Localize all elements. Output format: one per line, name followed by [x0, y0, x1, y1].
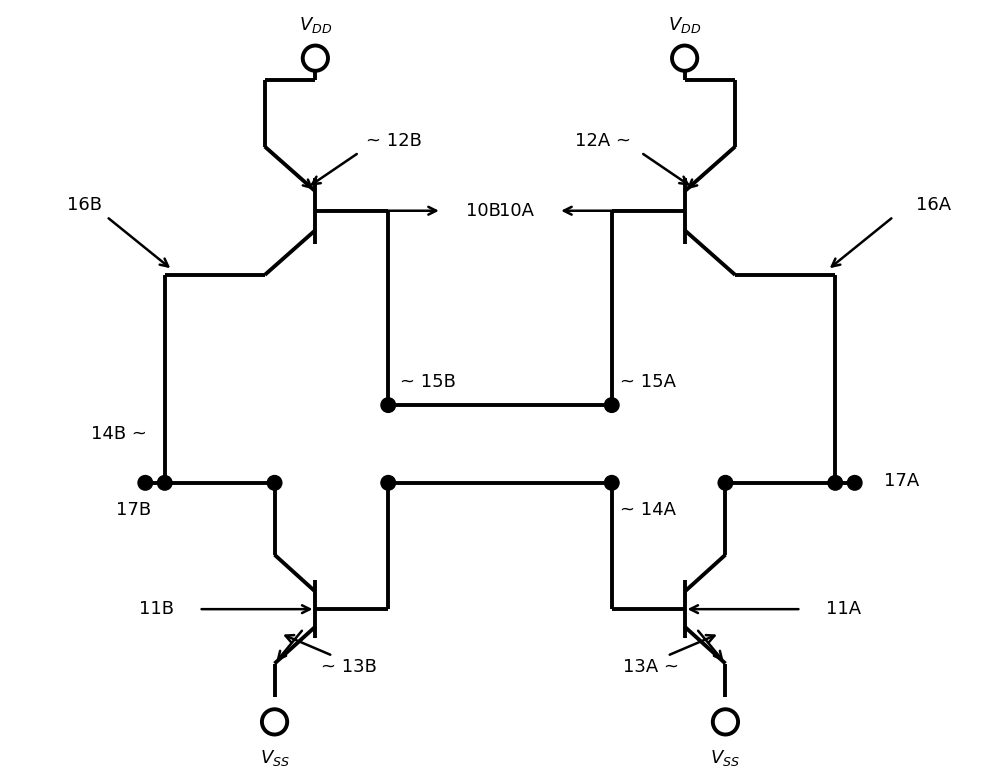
Text: $V_{DD}$: $V_{DD}$ [668, 15, 701, 35]
Text: 10B: 10B [466, 201, 501, 220]
Circle shape [672, 45, 697, 71]
Circle shape [303, 45, 328, 71]
Text: 11A: 11A [826, 600, 861, 618]
Text: 11B: 11B [139, 600, 174, 618]
Text: $V_{DD}$: $V_{DD}$ [299, 15, 332, 35]
Text: 12A ~: 12A ~ [575, 131, 631, 150]
Circle shape [381, 398, 396, 412]
Text: 17A: 17A [884, 472, 919, 490]
Text: 14B ~: 14B ~ [91, 425, 147, 443]
Circle shape [713, 709, 738, 734]
Circle shape [262, 709, 287, 734]
Text: ~ 13B: ~ 13B [321, 658, 377, 677]
Circle shape [138, 475, 153, 490]
Text: ~ 15B: ~ 15B [400, 373, 456, 391]
Text: 16B: 16B [67, 196, 102, 214]
Circle shape [604, 475, 619, 490]
Text: ~ 15A: ~ 15A [620, 373, 676, 391]
Text: 17B: 17B [116, 501, 151, 519]
Circle shape [828, 475, 843, 490]
Text: 16A: 16A [916, 196, 951, 214]
Text: 13A ~: 13A ~ [623, 658, 679, 677]
Circle shape [157, 475, 172, 490]
Text: ~ 14A: ~ 14A [620, 501, 676, 519]
Circle shape [847, 475, 862, 490]
Text: $V_{SS}$: $V_{SS}$ [260, 747, 290, 767]
Text: 10A: 10A [499, 201, 534, 220]
Text: ~ 12B: ~ 12B [366, 131, 422, 150]
Circle shape [381, 475, 396, 490]
Circle shape [718, 475, 733, 490]
Circle shape [604, 398, 619, 412]
Circle shape [267, 475, 282, 490]
Text: $V_{SS}$: $V_{SS}$ [710, 747, 740, 767]
